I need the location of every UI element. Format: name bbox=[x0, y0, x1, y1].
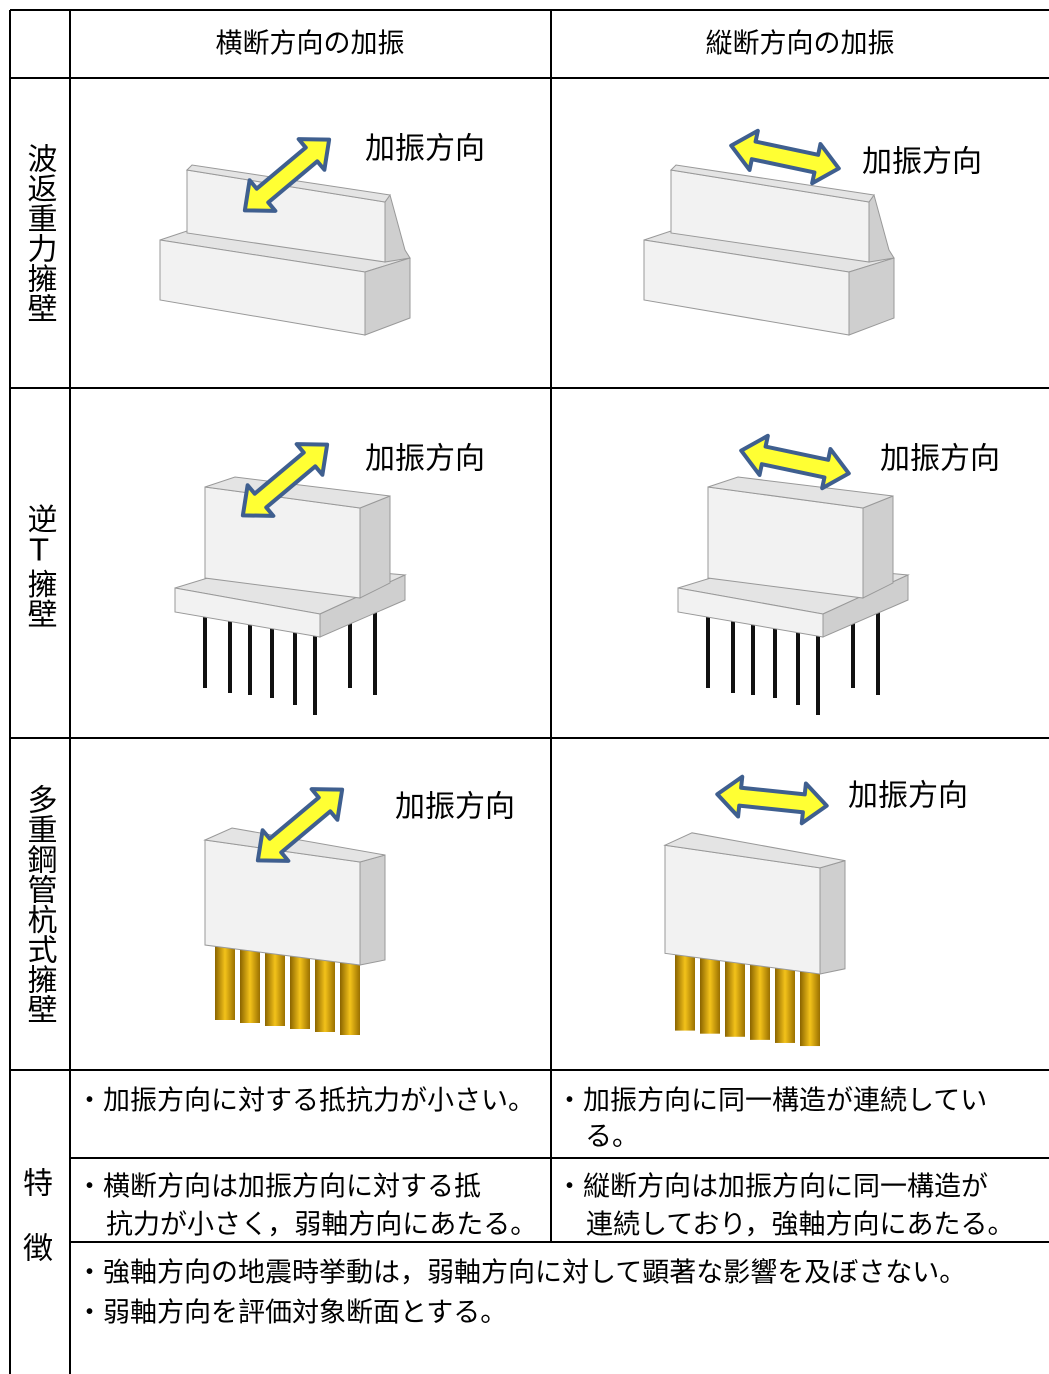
feature-text: る。 bbox=[585, 1122, 639, 1153]
annotation: 加振方向 bbox=[862, 145, 982, 180]
feature-text: 抗力が小さく，弱軸方向にあたる。 bbox=[106, 1210, 537, 1241]
summary-text: ・弱軸方向を評価対象断面とする。 bbox=[76, 1298, 507, 1329]
feature-text: ・加振方向に対する抵抗力が小さい。 bbox=[76, 1086, 535, 1117]
feature-text: 連続しており，強軸方向にあたる。 bbox=[586, 1210, 1015, 1241]
annotation: 加振方向 bbox=[848, 779, 968, 814]
column-header: 横断方向の加振 bbox=[216, 29, 405, 60]
row-label: 波返重力擁壁 bbox=[22, 143, 58, 323]
row-label: 多重鋼管杭式擁壁 bbox=[22, 784, 58, 1024]
feature-text: ・縦断方向は加振方向に同一構造が bbox=[556, 1172, 988, 1203]
features-label: 徴 bbox=[23, 1232, 53, 1267]
annotation: 加振方向 bbox=[880, 442, 1000, 477]
annotation: 加振方向 bbox=[365, 442, 485, 477]
feature-text: ・加振方向に同一構造が連続してい bbox=[556, 1086, 987, 1117]
table-grid bbox=[9, 9, 1049, 1374]
feature-text: ・横断方向は加振方向に対する抵 bbox=[76, 1172, 481, 1203]
features-label: 特 bbox=[23, 1167, 53, 1202]
column-header: 縦断方向の加振 bbox=[706, 29, 895, 60]
illustrations bbox=[159, 122, 910, 1047]
annotation: 加振方向 bbox=[365, 132, 485, 167]
summary-text: ・強軸方向の地震時挙動は，弱軸方向に対して顕著な影響を及ぼさない。 bbox=[76, 1258, 966, 1289]
annotation: 加振方向 bbox=[395, 790, 515, 825]
row-label: 逆T擁壁 bbox=[22, 504, 58, 629]
